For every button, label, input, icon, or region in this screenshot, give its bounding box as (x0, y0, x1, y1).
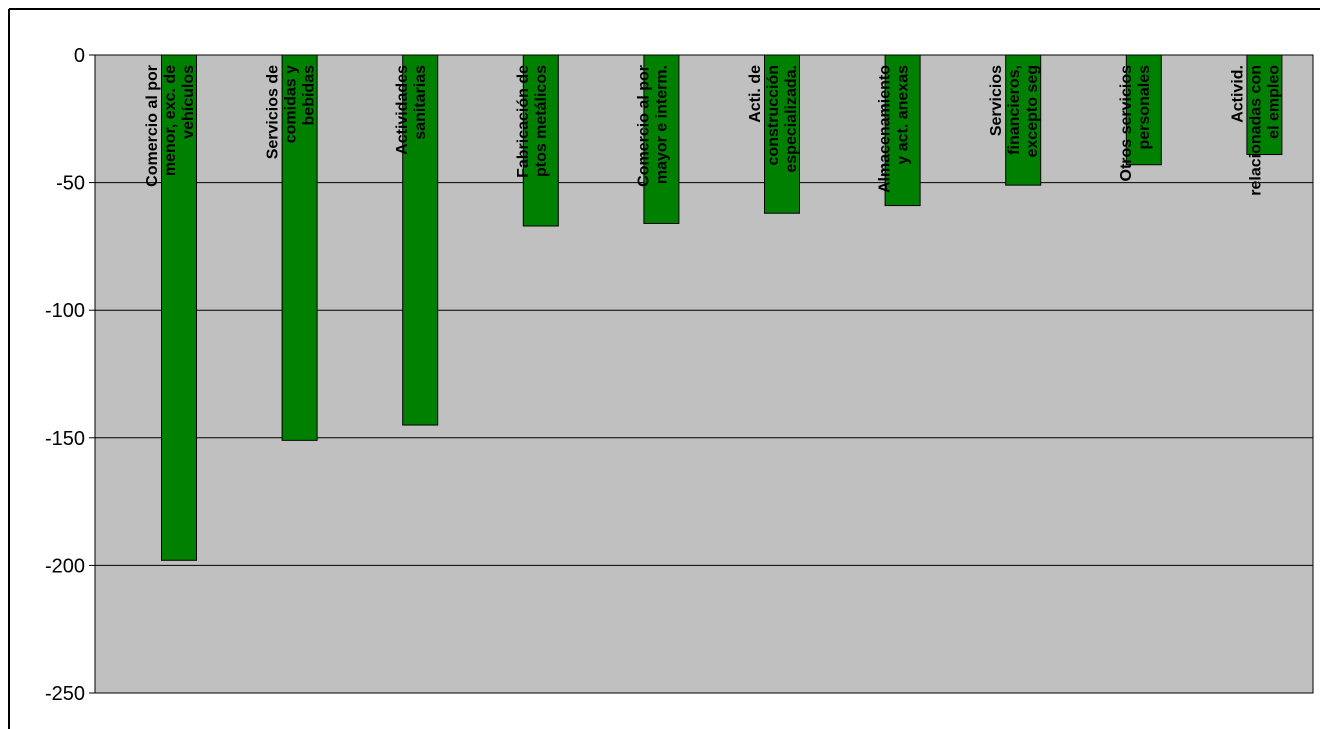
y-axis-ticks: 0 -50 -100 -150 -200 -250 (45, 45, 95, 705)
bar (1125, 54, 1162, 166)
category-label: Otros servicios personales (1118, 65, 1153, 182)
category-label-line: Fabricación de (515, 65, 532, 178)
bar (161, 54, 197, 561)
category-labels: Comercio al por menor, exc. de vehículos Se… (144, 65, 1282, 196)
bar (643, 54, 680, 224)
category-label-line: Actividades (394, 65, 411, 155)
y-tick-label: -50 (56, 173, 85, 195)
category-label-line: comidas y (283, 65, 300, 143)
category-label: Almacenamiento y act. anexas (877, 65, 912, 193)
bar (402, 54, 439, 426)
category-label-line: y act. anexas (895, 65, 912, 165)
y-tick-label: -200 (45, 555, 85, 577)
category-label: Actividades sanitarias (394, 65, 429, 155)
y-tick-label: -250 (45, 683, 85, 705)
category-label-line: Comercio al por (635, 65, 652, 187)
category-label-line: Otros servicios (1118, 65, 1135, 182)
bar (281, 54, 318, 441)
category-label-line: financieros, (1006, 65, 1023, 155)
category-label-line: vehículos (180, 65, 197, 139)
category-label-line: mayor e interm. (653, 65, 670, 184)
y-tick-label: -150 (45, 428, 85, 450)
category-label: Acti. de construcción especializada. (747, 65, 800, 173)
category-label: Comercio al por mayor e interm. (635, 65, 670, 187)
category-label-line: sanitarias (412, 65, 429, 140)
category-label-line: Servicios (988, 65, 1005, 136)
category-label: Servicios financieros, excepto seg (988, 65, 1041, 158)
y-tick-label: -100 (45, 300, 85, 322)
bar (1005, 54, 1042, 186)
category-label-line: Comercio al por (144, 65, 161, 187)
category-label-line: construcción (765, 65, 782, 165)
category-label: Fabricación de ptos metálicos (515, 65, 550, 178)
category-label-line: relacionadas con (1247, 65, 1264, 196)
category-label-line: Acti. de (747, 65, 764, 123)
category-label-line: Activid. (1229, 65, 1246, 123)
category-label-line: Almacenamiento (877, 65, 894, 193)
category-label: Activid. relacionadas con el empleo (1229, 65, 1282, 196)
category-label-line: el empleo (1265, 65, 1282, 139)
y-tick-label: 0 (74, 45, 85, 67)
bar (884, 54, 921, 207)
category-label-line: Servicios de (265, 65, 282, 159)
category-label-line: bebidas (301, 65, 318, 126)
category-label-line: ptos metálicos (533, 65, 550, 177)
bar (1246, 54, 1283, 156)
category-label-line: menor, exc. de (162, 65, 179, 176)
category-label-line: personales (1136, 65, 1153, 150)
category-label: Servicios de comidas y bebidas (265, 65, 318, 159)
bars (161, 54, 1283, 561)
bar (764, 54, 800, 214)
category-label: Comercio al por menor, exc. de vehículos (144, 65, 197, 187)
bar (522, 54, 559, 227)
category-label-line: especializada. (783, 65, 800, 173)
category-label-line: excepto seg (1024, 65, 1041, 157)
